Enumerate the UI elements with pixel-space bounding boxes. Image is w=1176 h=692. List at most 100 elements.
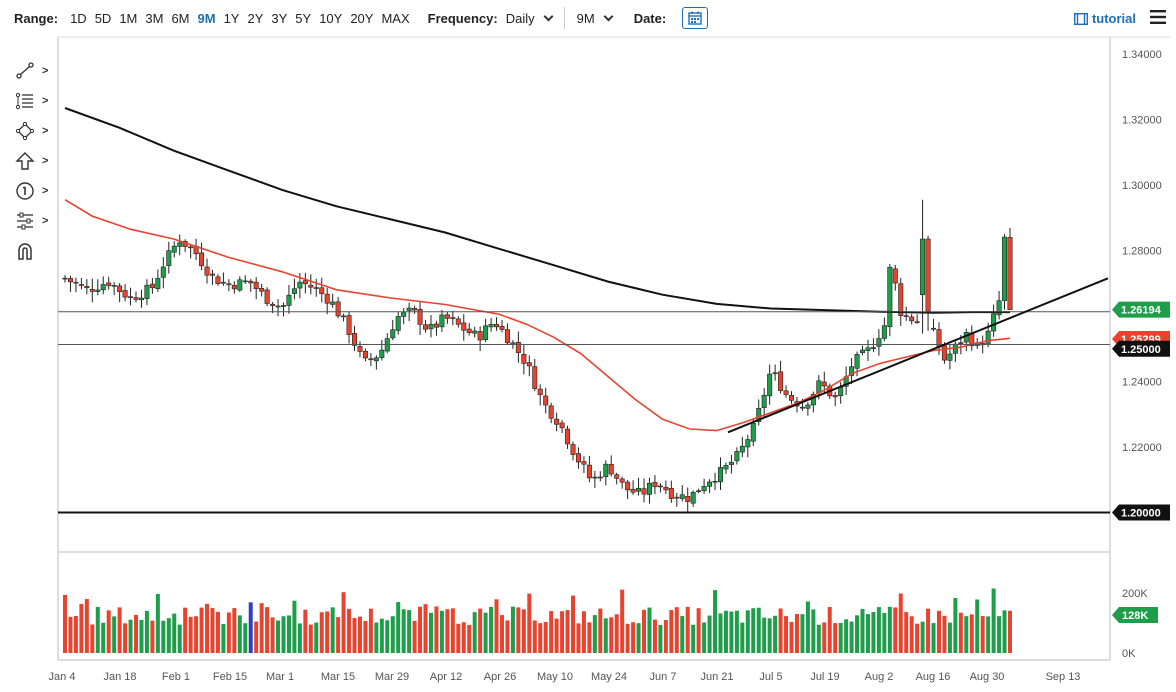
range-3y[interactable]: 3Y (271, 10, 288, 26)
range-20y[interactable]: 20Y (350, 10, 374, 26)
candle (985, 322, 991, 348)
volume-bar (811, 609, 816, 653)
candle (390, 319, 396, 341)
fibonacci-tool[interactable]: > (14, 86, 56, 116)
candle-body (330, 301, 336, 305)
volume-bar (494, 599, 499, 653)
candle-body (144, 284, 150, 299)
calendar-button[interactable] (682, 7, 709, 29)
candle-body (226, 283, 232, 286)
candle-body (357, 346, 363, 352)
x-tick-label: Aug 30 (970, 671, 1005, 683)
expand-arrow-icon: > (42, 185, 49, 197)
x-tick-label: Mar 29 (375, 671, 409, 683)
range-2y[interactable]: 2Y (247, 10, 264, 26)
candle (772, 364, 778, 381)
candle (931, 318, 937, 332)
candle (395, 311, 401, 335)
candle (827, 383, 833, 400)
candle-body (455, 318, 461, 325)
candle (133, 291, 139, 303)
volume-bar (723, 610, 728, 653)
volume-bar (920, 621, 925, 653)
volume-bar (144, 610, 149, 653)
candle-body (641, 488, 647, 495)
candle-body (78, 284, 84, 286)
candle (177, 234, 183, 256)
x-tick-label: Jul 5 (759, 671, 782, 683)
candle (433, 320, 439, 336)
candle (854, 351, 860, 377)
candle (936, 322, 942, 355)
magnet-tool[interactable] (14, 236, 56, 266)
candle (368, 353, 374, 366)
volume-bar (609, 617, 614, 653)
chevron-down-icon (543, 11, 554, 21)
period-select[interactable]: 9M (577, 11, 614, 26)
volume-bar (423, 604, 428, 653)
trend-line-tool[interactable]: > (14, 56, 56, 86)
range-10y[interactable]: 10Y (319, 10, 343, 26)
candle-body (559, 422, 565, 429)
toolbar: Range: 1D 5D 1M 3M 6M 9M 1Y 2Y 3Y 5Y 10Y 20Y MAX Fre… (0, 0, 1176, 36)
candle-body (789, 395, 795, 401)
range-1y[interactable]: 1Y (223, 10, 240, 26)
expand-arrow-icon: > (42, 95, 49, 107)
candle (592, 470, 598, 489)
y-tick-label: 1.32000 (1122, 115, 1162, 127)
tutorial-link[interactable]: tutorial (1073, 11, 1136, 26)
volume-bar (155, 593, 160, 653)
candle (188, 244, 194, 259)
candle-body (264, 289, 270, 304)
candle (521, 344, 527, 375)
volume-bar (997, 616, 1002, 653)
volume-bar (336, 617, 341, 653)
candle (346, 311, 352, 344)
candle-body (821, 381, 827, 387)
range-1d[interactable]: 1D (70, 10, 87, 26)
range-5y[interactable]: 5Y (295, 10, 312, 26)
candle-body (100, 284, 106, 291)
x-tick-label: Jul 19 (810, 671, 839, 683)
volume-bar (631, 622, 636, 653)
x-tick-label: Jan 18 (103, 671, 136, 683)
y-tick-label: 1.22000 (1122, 442, 1162, 454)
range-9m[interactable]: 9M (197, 10, 216, 26)
candle (963, 328, 969, 351)
x-tick-label: Aug 16 (916, 671, 951, 683)
arrow-up-tool[interactable]: > (14, 146, 56, 176)
settings-sliders-icon (17, 212, 33, 230)
volume-bar (265, 607, 270, 653)
range-1m[interactable]: 1M (119, 10, 138, 26)
range-max[interactable]: MAX (381, 10, 410, 26)
candle-body (368, 358, 374, 361)
volume-bar (756, 607, 761, 653)
candle-body (969, 332, 975, 347)
candle-body (149, 283, 155, 289)
range-5d[interactable]: 5D (94, 10, 112, 26)
candle-body (570, 444, 576, 455)
range-3m[interactable]: 3M (145, 10, 164, 26)
candle-body (483, 325, 489, 340)
menu-icon[interactable] (1150, 10, 1166, 27)
volume-bar (691, 624, 696, 653)
annotation-tool[interactable]: > (14, 176, 56, 206)
settings-sliders-tool[interactable]: > (14, 206, 56, 236)
volume-bar (816, 624, 821, 653)
volume-bar (915, 623, 920, 653)
candles (62, 199, 1013, 512)
volume-bar (499, 615, 504, 653)
candle-body (275, 305, 281, 308)
volume-bar (1002, 610, 1007, 653)
candle-body (903, 315, 909, 317)
candle-body (352, 333, 358, 346)
volume-bar (718, 613, 723, 653)
shapes-tool[interactable]: > (14, 116, 56, 146)
frequency-select[interactable]: Daily (506, 11, 554, 26)
range-6m[interactable]: 6M (171, 10, 190, 26)
candle (663, 480, 669, 495)
candle (259, 283, 265, 297)
candle (488, 317, 494, 332)
volume-bar (134, 614, 139, 653)
candle (253, 277, 259, 300)
